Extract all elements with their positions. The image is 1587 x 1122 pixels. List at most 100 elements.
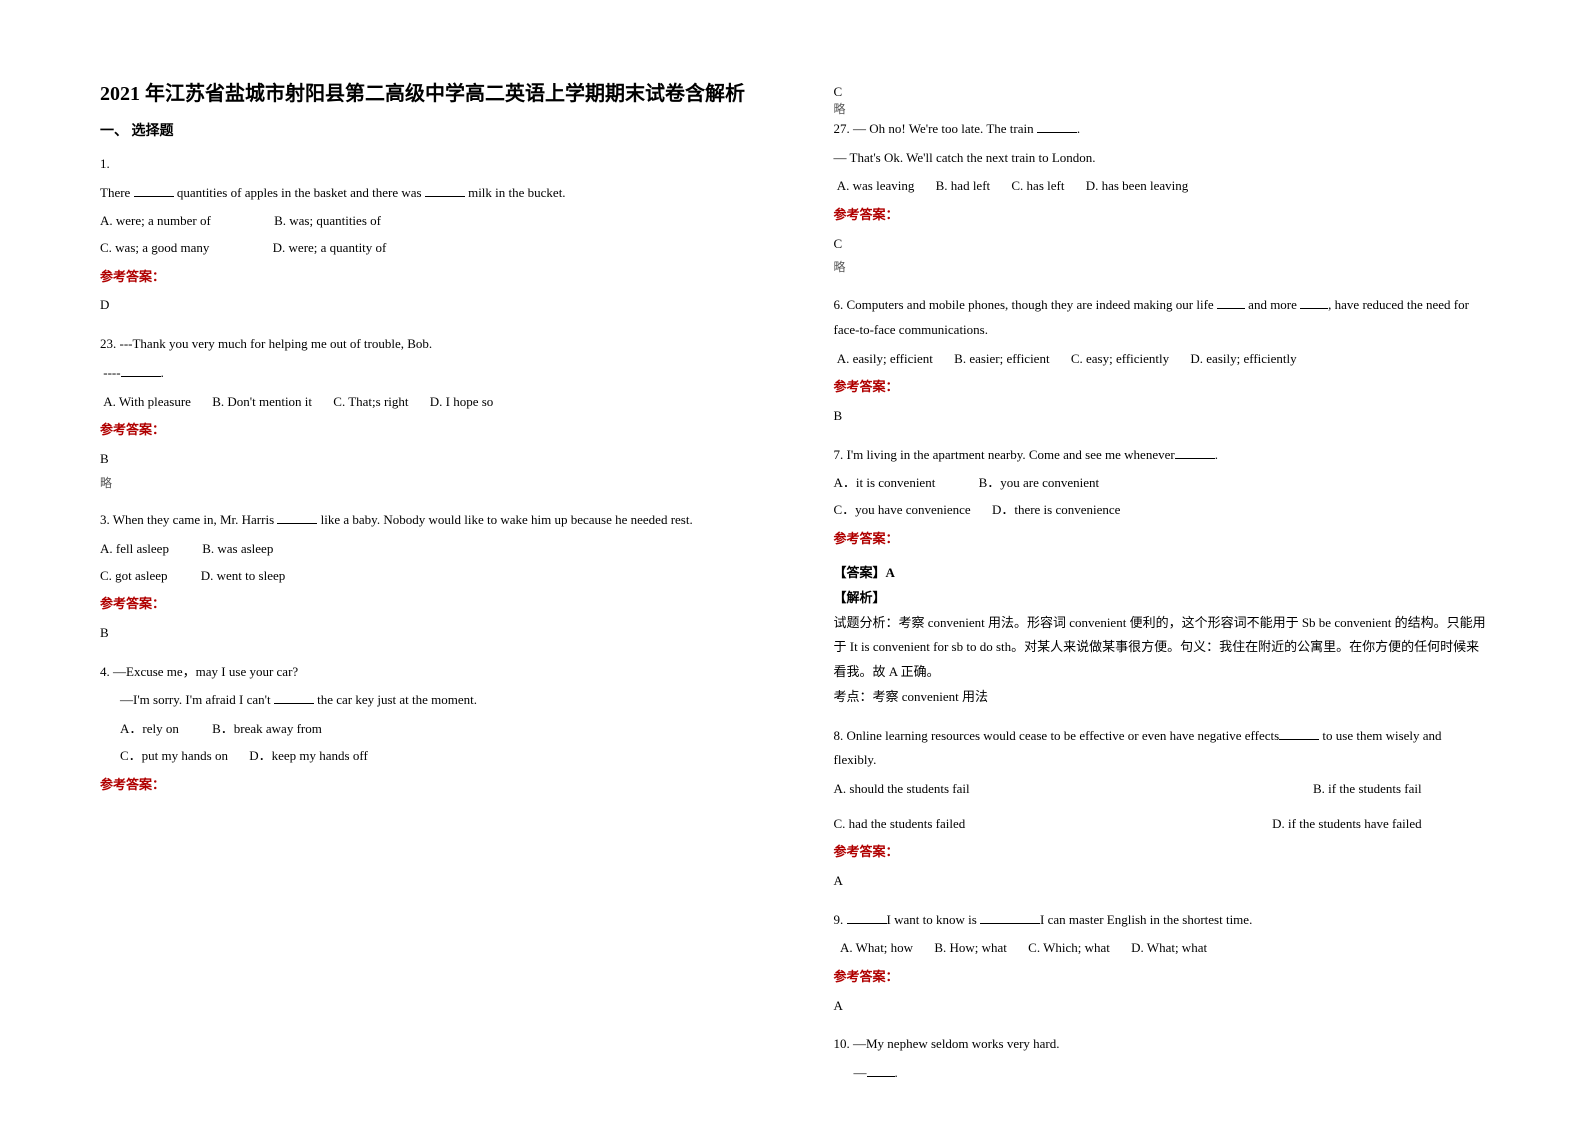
q8-stem: 8. Online learning resources would cease… — [834, 724, 1488, 773]
blank — [867, 1064, 895, 1077]
q9-option-c: C. Which; what — [1028, 936, 1110, 961]
q3-options-row1: A. fell asleep B. was asleep — [100, 537, 754, 562]
question-3: 3. When they came in, Mr. Harris like a … — [100, 508, 754, 645]
q7-option-b: B．you are convenient — [979, 471, 1100, 496]
answer-label: 参考答案： — [100, 592, 754, 617]
q27-option-a: A. was leaving — [837, 174, 915, 199]
answer-label: 参考答案： — [100, 773, 754, 798]
q27-options: A. was leaving B. had left C. has left D… — [834, 174, 1488, 199]
q7-option-d: D．there is convenience — [992, 498, 1121, 523]
q10-line1: 10. —My nephew seldom works very hard. — [834, 1032, 1488, 1057]
q23-omit: 略 — [100, 472, 754, 495]
q8-option-d: D. if the students have failed — [1272, 812, 1421, 837]
q8-option-b: B. if the students fail — [1313, 777, 1422, 802]
answer-label: 参考答案： — [834, 375, 1488, 400]
q6-option-d: D. easily; efficiently — [1190, 347, 1296, 372]
q1-answer: D — [100, 293, 754, 318]
q3-option-c: C. got asleep — [100, 564, 168, 589]
q27-answer: C — [834, 232, 1488, 257]
right-column: C 略 27. — Oh no! We're too late. The tra… — [794, 0, 1587, 1122]
q1-options-row2: C. was; a good many D. were; a quantity … — [100, 236, 754, 261]
q3-option-a: A. fell asleep — [100, 537, 169, 562]
q27-option-c: C. has left — [1011, 174, 1064, 199]
blank — [425, 184, 465, 197]
q3-options-row2: C. got asleep D. went to sleep — [100, 564, 754, 589]
q9-option-d: D. What; what — [1131, 936, 1207, 961]
answer-label: 参考答案： — [834, 527, 1488, 552]
q1-option-d: D. were; a quantity of — [273, 236, 387, 261]
q27-line1-b: . — [1077, 121, 1080, 136]
q10-line2: —. — [834, 1061, 1488, 1086]
q27-option-b: B. had left — [936, 174, 991, 199]
q6-b: and more — [1245, 297, 1300, 312]
q4-line2-a: —I'm sorry. I'm afraid I can't — [120, 692, 274, 707]
q23-dash: ---- — [103, 365, 120, 380]
q7-options-row2: C．you have convenience D．there is conven… — [834, 498, 1488, 523]
q9-a: 9. — [834, 912, 847, 927]
q7-options-row1: A．it is convenient B．you are convenient — [834, 471, 1488, 496]
q4-options-row1: A．rely on B．break away from — [100, 717, 754, 742]
q4-options-row2: C．put my hands on D．keep my hands off — [100, 744, 754, 769]
question-6: 6. Computers and mobile phones, though t… — [834, 293, 1488, 428]
q3-option-b: B. was asleep — [202, 537, 273, 562]
q10-period: . — [895, 1065, 898, 1080]
q7-analysis-answer: 【答案】A — [834, 561, 1488, 586]
q23-option-c: C. That;s right — [333, 390, 408, 415]
q27-line2: — That's Ok. We'll catch the next train … — [834, 146, 1488, 171]
q8-option-c: C. had the students failed — [834, 812, 966, 837]
answer-label: 参考答案： — [834, 965, 1488, 990]
q23-option-a: A. With pleasure — [103, 390, 191, 415]
question-1: 1. There quantities of apples in the bas… — [100, 152, 754, 318]
q4-line1: 4. —Excuse me，may I use your car? — [100, 660, 754, 685]
q4-option-b: B．break away from — [212, 717, 322, 742]
question-8: 8. Online learning resources would cease… — [834, 724, 1488, 894]
q7-analysis-text: 试题分析：考察 convenient 用法。形容词 convenient 便利的… — [834, 611, 1488, 685]
q4-line2-b: the car key just at the moment. — [314, 692, 477, 707]
q6-answer: B — [834, 404, 1488, 429]
blank — [277, 511, 317, 524]
q23-option-b: B. Don't mention it — [212, 390, 312, 415]
question-4: 4. —Excuse me，may I use your car? —I'm s… — [100, 660, 754, 797]
q4-omit: 略 — [834, 100, 1488, 117]
q27-line1: 27. — Oh no! We're too late. The train . — [834, 117, 1488, 142]
section-header: 一、 选择题 — [100, 120, 754, 140]
q1-options-row1: A. were; a number of B. was; quantities … — [100, 209, 754, 234]
blank — [1037, 120, 1077, 133]
q3-option-d: D. went to sleep — [201, 564, 285, 589]
q1-number: 1. — [100, 152, 754, 177]
q9-options: A. What; how B. How; what C. Which; what… — [834, 936, 1488, 961]
q1-option-c: C. was; a good many — [100, 236, 209, 261]
blank — [121, 364, 161, 377]
q6-option-a: A. easily; efficient — [837, 347, 933, 372]
q27-option-d: D. has been leaving — [1086, 174, 1189, 199]
q23-line1: 23. ---Thank you very much for helping m… — [100, 332, 754, 357]
q8-a: 8. Online learning resources would cease… — [834, 728, 1280, 743]
q3-text-b: like a baby. Nobody would like to wake h… — [317, 512, 692, 527]
q9-answer: A — [834, 994, 1488, 1019]
q1-option-a: A. were; a number of — [100, 209, 211, 234]
q9-option-a: A. What; how — [840, 936, 913, 961]
q9-option-b: B. How; what — [934, 936, 1007, 961]
q23-answer: B — [100, 447, 754, 472]
q4-option-c: C．put my hands on — [120, 744, 228, 769]
q1-stem: There quantities of apples in the basket… — [100, 181, 754, 206]
q6-options: A. easily; efficient B. easier; efficien… — [834, 347, 1488, 372]
q4-option-d: D．keep my hands off — [249, 744, 368, 769]
q23-options: A. With pleasure B. Don't mention it C. … — [100, 390, 754, 415]
blank — [980, 911, 1040, 924]
q7-a: 7. I'm living in the apartment nearby. C… — [834, 447, 1175, 462]
q7-analysis: 【答案】A 【解析】 试题分析：考察 convenient 用法。形容词 con… — [834, 561, 1488, 709]
blank — [274, 691, 314, 704]
answer-label: 参考答案： — [834, 840, 1488, 865]
blank — [134, 184, 174, 197]
q6-option-b: B. easier; efficient — [954, 347, 1049, 372]
question-27: 27. — Oh no! We're too late. The train .… — [834, 117, 1488, 279]
q6-stem: 6. Computers and mobile phones, though t… — [834, 293, 1488, 342]
q1-text-b: quantities of apples in the basket and t… — [174, 185, 425, 200]
q4-option-a: A．rely on — [120, 717, 179, 742]
blank — [1279, 727, 1319, 740]
q6-option-c: C. easy; efficiently — [1071, 347, 1169, 372]
q8-options-row2: C. had the students failed D. if the stu… — [834, 812, 1422, 837]
question-7: 7. I'm living in the apartment nearby. C… — [834, 443, 1488, 710]
q7-analysis-point: 考点：考察 convenient 用法 — [834, 685, 1488, 710]
